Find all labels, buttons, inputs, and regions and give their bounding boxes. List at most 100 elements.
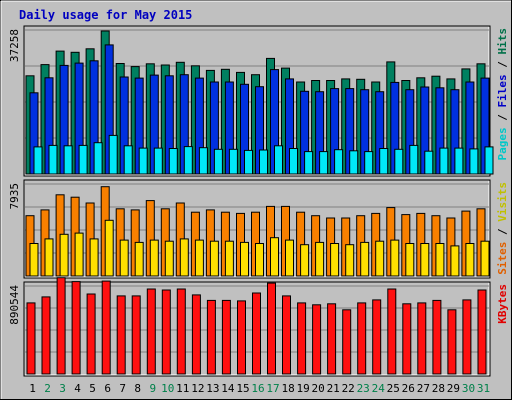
- bar-sites: [134, 241, 144, 277]
- bar-pages: [183, 146, 193, 175]
- bar-sites: [435, 243, 445, 277]
- bar-pages: [304, 151, 314, 175]
- x-tick-label: 9: [149, 382, 156, 395]
- bar-pages: [78, 144, 88, 175]
- chart-title: Daily usage for May 2015: [19, 8, 192, 22]
- bar-kbytes: [116, 295, 126, 375]
- bar-pages: [123, 145, 133, 175]
- bar-kbytes: [357, 302, 367, 375]
- x-tick-label: 17: [266, 382, 279, 395]
- chart-panels: 37258 Pages / Files / Hits 7935 Sites / Vis…: [8, 25, 509, 377]
- bar-sites: [285, 239, 294, 277]
- bar-kbytes: [252, 292, 261, 375]
- bar-kbytes: [297, 302, 307, 375]
- bar-pages: [63, 145, 73, 175]
- x-tick-label: 25: [387, 382, 400, 395]
- bar-pages: [213, 148, 223, 175]
- bar-pages: [108, 134, 118, 175]
- bar-sites: [480, 240, 490, 277]
- y-tick-label: 37258: [8, 29, 21, 62]
- bar-sites: [300, 244, 310, 277]
- panel-hits-files-pages: 37258 Pages / Files / Hits: [8, 25, 509, 177]
- bar-pages: [228, 148, 238, 175]
- x-tick-label: 23: [357, 382, 370, 395]
- bar-kbytes: [26, 302, 36, 375]
- bar-sites: [119, 239, 129, 277]
- bar-sites: [44, 238, 54, 277]
- bar-kbytes: [71, 281, 81, 375]
- panel-kbytes: 890544 KBytes: [8, 277, 509, 377]
- legend-entry: /: [496, 108, 509, 128]
- bar-pages: [334, 149, 344, 175]
- bar-sites: [59, 233, 69, 277]
- bar-kbytes: [432, 299, 442, 375]
- bar-pages: [469, 148, 479, 175]
- bar-sites: [209, 240, 219, 277]
- bar-kbytes: [161, 289, 171, 375]
- bar-kbytes: [312, 304, 322, 375]
- bar-kbytes: [86, 293, 96, 375]
- bar-kbytes: [191, 294, 201, 375]
- bar-kbytes: [41, 296, 51, 375]
- bar-kbytes: [282, 295, 291, 375]
- x-tick-label: 1: [29, 382, 36, 395]
- x-tick-label: 5: [89, 382, 96, 395]
- x-axis-labels: 1 2 3 4 5 6 7 8 9 10 11 12 13 14 15 16 17 18 19 20 21 22 23 24 2…: [29, 382, 490, 395]
- x-tick-label: 18: [281, 382, 294, 395]
- x-tick-label: 11: [176, 382, 189, 395]
- series-kbytes: [26, 277, 487, 375]
- bar-pages: [48, 144, 58, 175]
- bar-sites: [74, 232, 84, 277]
- x-tick-label: 4: [74, 382, 81, 395]
- series-pages: [33, 134, 494, 175]
- x-tick-label: 22: [342, 382, 355, 395]
- bar-kbytes: [101, 280, 111, 375]
- series-sites: [29, 219, 490, 277]
- x-tick-label: 31: [477, 382, 490, 395]
- bar-sites: [255, 243, 264, 277]
- x-tick-label: 12: [191, 382, 204, 395]
- bar-kbytes: [462, 299, 472, 375]
- bar-pages: [153, 147, 163, 175]
- bar-sites: [149, 239, 159, 277]
- bar-sites: [194, 239, 204, 277]
- x-tick-label: 27: [417, 382, 430, 395]
- bar-pages: [424, 150, 434, 175]
- bar-pages: [454, 147, 464, 175]
- x-tick-label: 8: [134, 382, 141, 395]
- panel-visits-sites: 7935 Sites / Visits: [8, 179, 509, 279]
- legend-entry: Sites: [496, 242, 509, 275]
- bar-kbytes: [206, 299, 216, 375]
- bar-pages: [484, 146, 494, 175]
- bar-pages: [319, 151, 329, 175]
- x-tick-label: 20: [311, 382, 324, 395]
- bar-pages: [138, 147, 148, 175]
- bar-kbytes: [267, 282, 276, 375]
- y-tick-label: 890544: [8, 285, 21, 325]
- bar-kbytes: [447, 309, 457, 375]
- bar-sites: [270, 237, 279, 277]
- bar-pages: [439, 147, 449, 175]
- legend-entry: Visits: [496, 182, 509, 222]
- x-tick-label: 13: [206, 382, 219, 395]
- x-tick-label: 19: [296, 382, 309, 395]
- bar-sites: [104, 219, 114, 277]
- bar-kbytes: [176, 288, 186, 375]
- x-tick-label: 3: [59, 382, 66, 395]
- bar-kbytes: [146, 288, 156, 375]
- bar-pages: [364, 151, 374, 175]
- bar-sites: [390, 239, 400, 277]
- x-tick-label: 7: [119, 382, 126, 395]
- bar-sites: [29, 243, 39, 277]
- series-files: [29, 44, 490, 175]
- bar-pages: [274, 145, 283, 175]
- legend-entry: /: [496, 222, 509, 242]
- bar-sites: [89, 238, 99, 277]
- bar-kbytes: [417, 302, 427, 375]
- bar-sites: [164, 240, 174, 277]
- bar-kbytes: [387, 288, 397, 375]
- bar-kbytes: [327, 303, 337, 375]
- bar-pages: [198, 147, 208, 175]
- x-tick-label: 21: [327, 382, 340, 395]
